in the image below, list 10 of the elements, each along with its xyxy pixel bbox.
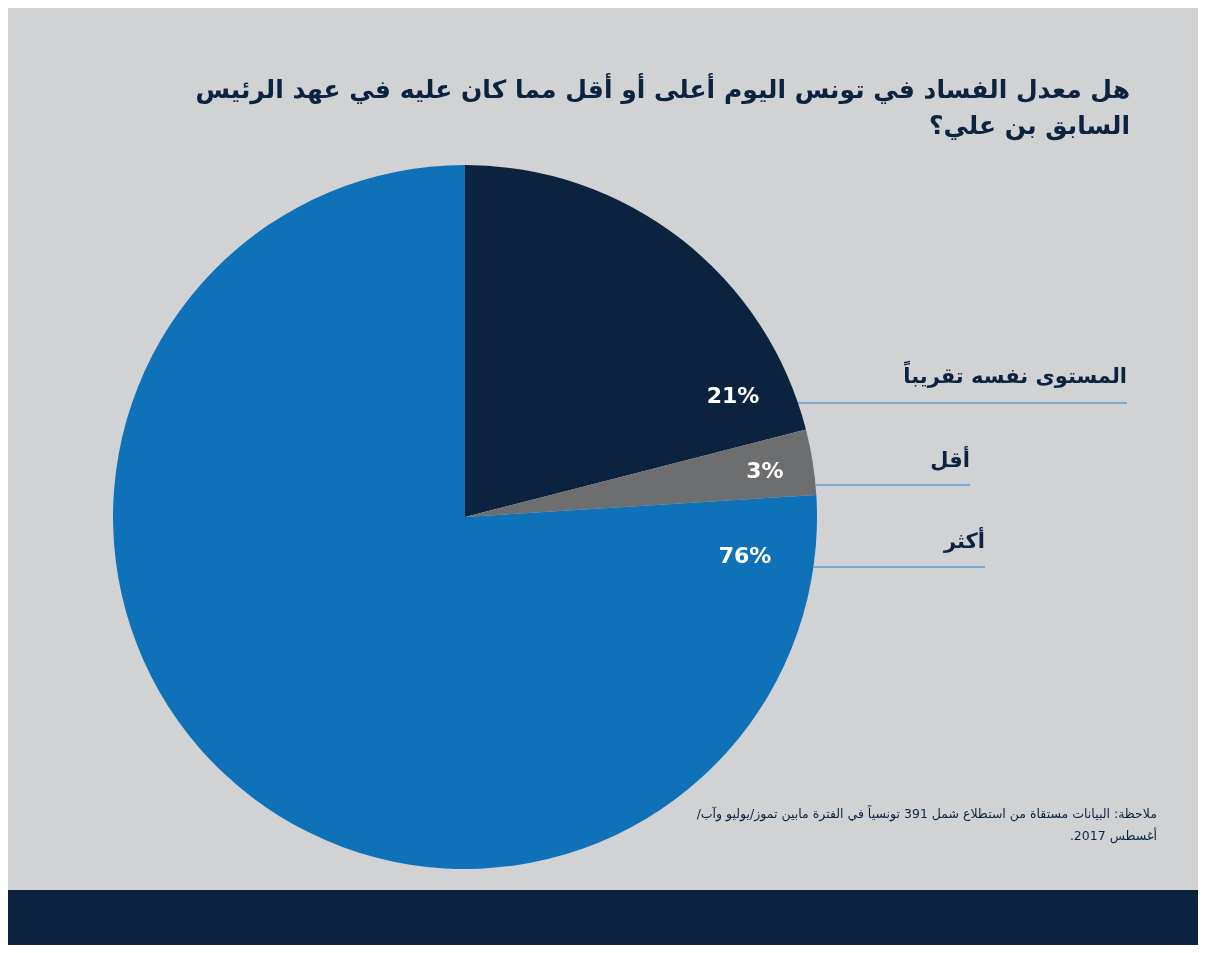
pie-slice: [465, 429, 817, 517]
slice-label: أقل: [930, 446, 970, 474]
data-label: 76%: [718, 543, 772, 568]
data-label: 21%: [706, 383, 760, 408]
slice-label: أكثر: [943, 527, 985, 555]
chart-title: هل معدل الفساد في تونس اليوم أعلى أو أقل مما كان عليه في عهد الرئيس السابق بن علي؟: [194, 72, 1130, 143]
pie-slice: [465, 165, 806, 517]
text: ملاحظة: البيانات مستقاة من استطلاع شمل 391 تونسياً في الفترة مابين تموز/يوليو وآب/أغسطس 2017.: [695, 804, 1157, 846]
slice-label: المستوى نفسه تقريباً: [903, 362, 1127, 390]
data-label: 3%: [746, 458, 784, 483]
